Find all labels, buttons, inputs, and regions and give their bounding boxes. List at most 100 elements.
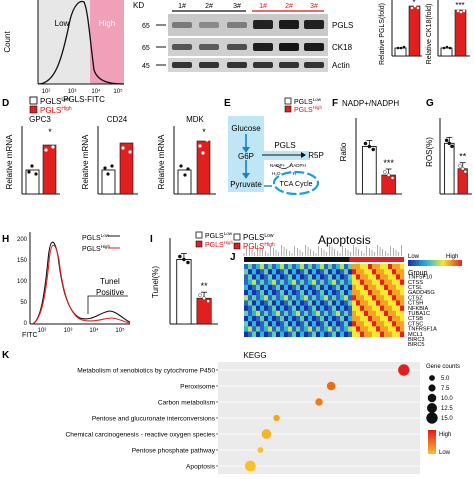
kegg-size-value: 10.0 — [441, 396, 453, 402]
heatmap-cell — [292, 316, 297, 322]
high-gate-region — [90, 0, 124, 84]
heatmap-cell — [304, 310, 309, 317]
kegg-dot — [315, 398, 323, 406]
group-bar-low — [244, 257, 350, 262]
heatmap-cell — [388, 316, 393, 322]
node-hplus: H⁺ — [293, 171, 299, 176]
ros-point — [460, 166, 465, 171]
kegg-dot — [326, 381, 336, 391]
heatmap-cell — [344, 310, 349, 317]
heatmap-cell — [348, 326, 353, 332]
heatmap-cell — [332, 290, 337, 296]
heatmap-cell — [264, 331, 269, 337]
heatmap-cell — [400, 300, 405, 306]
heatmap-cell — [272, 305, 277, 311]
tunel-point — [182, 257, 186, 262]
heatmap-cell — [380, 279, 385, 285]
panel-d-ylabel-3: Relative mRNA — [157, 134, 166, 189]
panel-b: KD 1# 2# 3# 1# 2# 3# — [133, 1, 353, 72]
heat-scale-low: Low — [408, 254, 420, 260]
heatmap-cell — [392, 264, 397, 270]
panel-e-letter: E — [224, 98, 231, 109]
panel-h-xtick-3: 10⁴ — [89, 327, 99, 334]
heatmap-cell — [324, 295, 329, 301]
ros-point — [450, 144, 454, 149]
panel-f-ylabel: Ratio — [339, 142, 348, 161]
heatmap-cell — [288, 290, 293, 296]
heatmap-cell — [288, 331, 293, 337]
kegg-size-dot — [426, 412, 438, 424]
heatmap-cell — [360, 300, 365, 306]
kegg-term-label: Carbon metabolism — [158, 400, 216, 407]
heatmap-cell — [392, 269, 397, 275]
panel-f-letter: F — [332, 98, 338, 109]
ros-point — [444, 138, 449, 143]
heatmap-cell — [320, 295, 325, 301]
heatmap-cell — [316, 284, 321, 291]
heatmap-cell — [376, 274, 381, 280]
node-nadph: NADPH — [290, 163, 306, 168]
panel-d-letter: D — [2, 98, 9, 109]
pgls-fold-sig: * — [412, 0, 415, 7]
tunel-point — [186, 260, 190, 265]
heatmap-cell — [316, 305, 321, 311]
panel-a-xtick-1: 10² — [42, 89, 51, 95]
panel-c-ylabel-2: Relative CK18(fold) — [426, 4, 433, 65]
heatmap-cell — [396, 326, 401, 332]
heatmap-gene-label: BIRC3 — [408, 337, 424, 343]
heatmap-cell — [276, 326, 281, 332]
heatmap-cell — [312, 310, 317, 317]
heatmap-cell — [308, 321, 313, 327]
tunel-annotation-1: Tunel — [100, 277, 120, 286]
heatmap-cell — [308, 279, 313, 285]
heatmap-cell — [396, 310, 401, 317]
heatmap-cell — [316, 331, 321, 337]
heatmap-cell — [304, 274, 309, 280]
tunel-point — [178, 254, 182, 259]
heatmap-cell — [260, 331, 265, 337]
heatmap-cell — [296, 310, 301, 317]
heatmap-cell — [388, 279, 393, 285]
heatmap-cell — [392, 321, 397, 327]
heatmap-cell — [368, 321, 373, 327]
heatmap-cell — [324, 284, 329, 291]
heatmap-cell — [352, 300, 357, 306]
heatmap-cell — [372, 331, 377, 337]
heatmap-cell — [312, 279, 317, 285]
heatmap-cell — [356, 264, 361, 270]
heatmap-cell — [272, 310, 277, 317]
heatmap-cell — [256, 284, 261, 291]
heatmap-cell — [336, 269, 341, 275]
panel-h-xtick-2: 10³ — [64, 328, 73, 334]
panel-h-ytick-4: 50 — [20, 300, 27, 306]
heatmap-cell — [344, 321, 349, 327]
node-tca: TCA Cycle — [279, 181, 312, 188]
heatmap-cell — [256, 331, 261, 337]
nadp-point — [367, 144, 372, 149]
heatmap-cell — [284, 279, 289, 285]
heatmap-cell — [396, 321, 401, 327]
heatmap-cell — [340, 290, 345, 296]
heatmap-cell — [364, 290, 369, 296]
heatmap-cell — [284, 290, 289, 296]
heatmap-cell — [384, 300, 389, 306]
heatmap-cell — [264, 310, 269, 317]
heatmap-cell — [364, 316, 369, 322]
heatmap-cell — [372, 321, 377, 327]
heatmap-cell — [364, 269, 369, 275]
heatmap-cell — [344, 279, 349, 285]
glycolysis-column — [228, 116, 264, 192]
heatmap-cell — [336, 305, 341, 311]
mw-actin: 45 — [142, 63, 150, 70]
heatmap-cell — [396, 279, 401, 285]
heatmap-cell — [316, 300, 321, 306]
heatmap-cell — [288, 264, 293, 270]
heatmap-dendrogram — [243, 245, 402, 256]
heatmap-cell — [272, 316, 277, 322]
heatmap-cell — [280, 331, 285, 337]
heatmap-cell — [328, 284, 333, 291]
heatmap-cell — [280, 305, 285, 311]
heatmap-cell — [272, 331, 277, 337]
heatmap-cell — [276, 300, 281, 306]
heatmap-cell — [264, 316, 269, 322]
